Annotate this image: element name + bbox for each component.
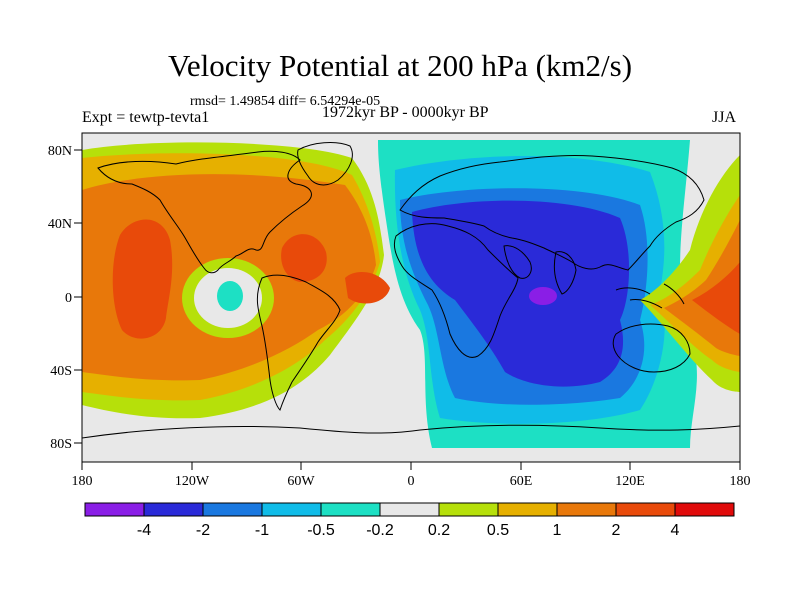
- lat-label: 40N: [48, 217, 72, 232]
- eurasia-outline: [399, 154, 705, 271]
- positive-core-west: [112, 219, 173, 339]
- eastern-pacific-low-core: [217, 281, 243, 311]
- west-pacific-positive-core: [692, 262, 740, 334]
- west-pacific-positive-inner: [664, 220, 740, 356]
- lon-label: 180: [72, 474, 93, 489]
- lon-tick-labels: 180 120W 60W 0 60E 120E 180: [72, 474, 751, 489]
- colorbar-box: [320, 502, 381, 517]
- lon-label: 120E: [615, 474, 645, 489]
- colorbar-label: 2: [612, 522, 621, 539]
- season-label: JJA: [712, 109, 737, 126]
- colorbar-label: 1: [553, 522, 562, 539]
- colorbar-label: -2: [196, 522, 210, 539]
- plot-title: Velocity Potential at 200 hPa (km2/s): [167, 48, 633, 83]
- colorbar-box: [84, 502, 145, 517]
- negative-core-indian-ocean: [529, 287, 557, 305]
- positive-core-east-atlantic: [345, 272, 390, 304]
- colorbar-box: [497, 502, 558, 517]
- colorbar-label: -0.5: [307, 522, 335, 539]
- colorbar-label: -1: [255, 522, 269, 539]
- south-america-outline: [256, 274, 341, 411]
- colorbar-box: [143, 502, 204, 517]
- maritime-continent-outline: [615, 283, 685, 309]
- colorbar-labels: -4 -2 -1 -0.5 -0.2 0.2 0.5 1 2 4: [137, 522, 680, 539]
- rmsd-diff-stats: rmsd= 1.49854 diff= 6.54294e-05: [190, 94, 381, 109]
- lon-label: 60W: [287, 474, 315, 489]
- australia-outline: [612, 323, 691, 373]
- positive-core-atlantic: [281, 234, 327, 282]
- period-label: 1972kyr BP - 0000kyr BP: [322, 104, 489, 121]
- colorbar-box: [202, 502, 263, 517]
- lat-label: 80S: [50, 437, 72, 452]
- lon-label: 0: [408, 474, 415, 489]
- africa-outline: [393, 223, 519, 358]
- colorbar-box: [674, 502, 735, 517]
- arabia-india-outline: [503, 245, 577, 295]
- colorbar-box: [438, 502, 499, 517]
- colorbar-label: 0.5: [487, 522, 509, 539]
- colorbar-box: [615, 502, 676, 517]
- lat-label: 80N: [48, 144, 72, 159]
- negative-band-2: [412, 200, 630, 387]
- colorbar: -4 -2 -1 -0.5 -0.2 0.2 0.5 1 2 4: [84, 502, 735, 539]
- colorbar-boxes: [84, 502, 735, 517]
- colorbar-label: 0.2: [428, 522, 450, 539]
- colorbar-box: [261, 502, 322, 517]
- axis-ticks: [74, 149, 741, 470]
- colorbar-label: -4: [137, 522, 151, 539]
- lat-label: 40S: [50, 364, 72, 379]
- colorbar-box: [556, 502, 617, 517]
- contour-fill-layer: [82, 133, 740, 462]
- north-america-outline: [97, 150, 312, 274]
- lat-label: 0: [65, 291, 72, 306]
- coastline-layer: [82, 142, 740, 439]
- colorbar-label: -0.2: [366, 522, 394, 539]
- greenland-outline: [297, 142, 353, 186]
- lon-label: 120W: [175, 474, 210, 489]
- colorbar-box: [379, 502, 440, 517]
- lon-label: 60E: [510, 474, 533, 489]
- experiment-label: Expt = tewtp-tevta1: [82, 109, 210, 126]
- antarctica-outline: [82, 424, 740, 439]
- lon-label: 180: [730, 474, 751, 489]
- colorbar-label: 4: [671, 522, 680, 539]
- lat-tick-labels: 80N 40N 0 40S 80S: [48, 144, 72, 452]
